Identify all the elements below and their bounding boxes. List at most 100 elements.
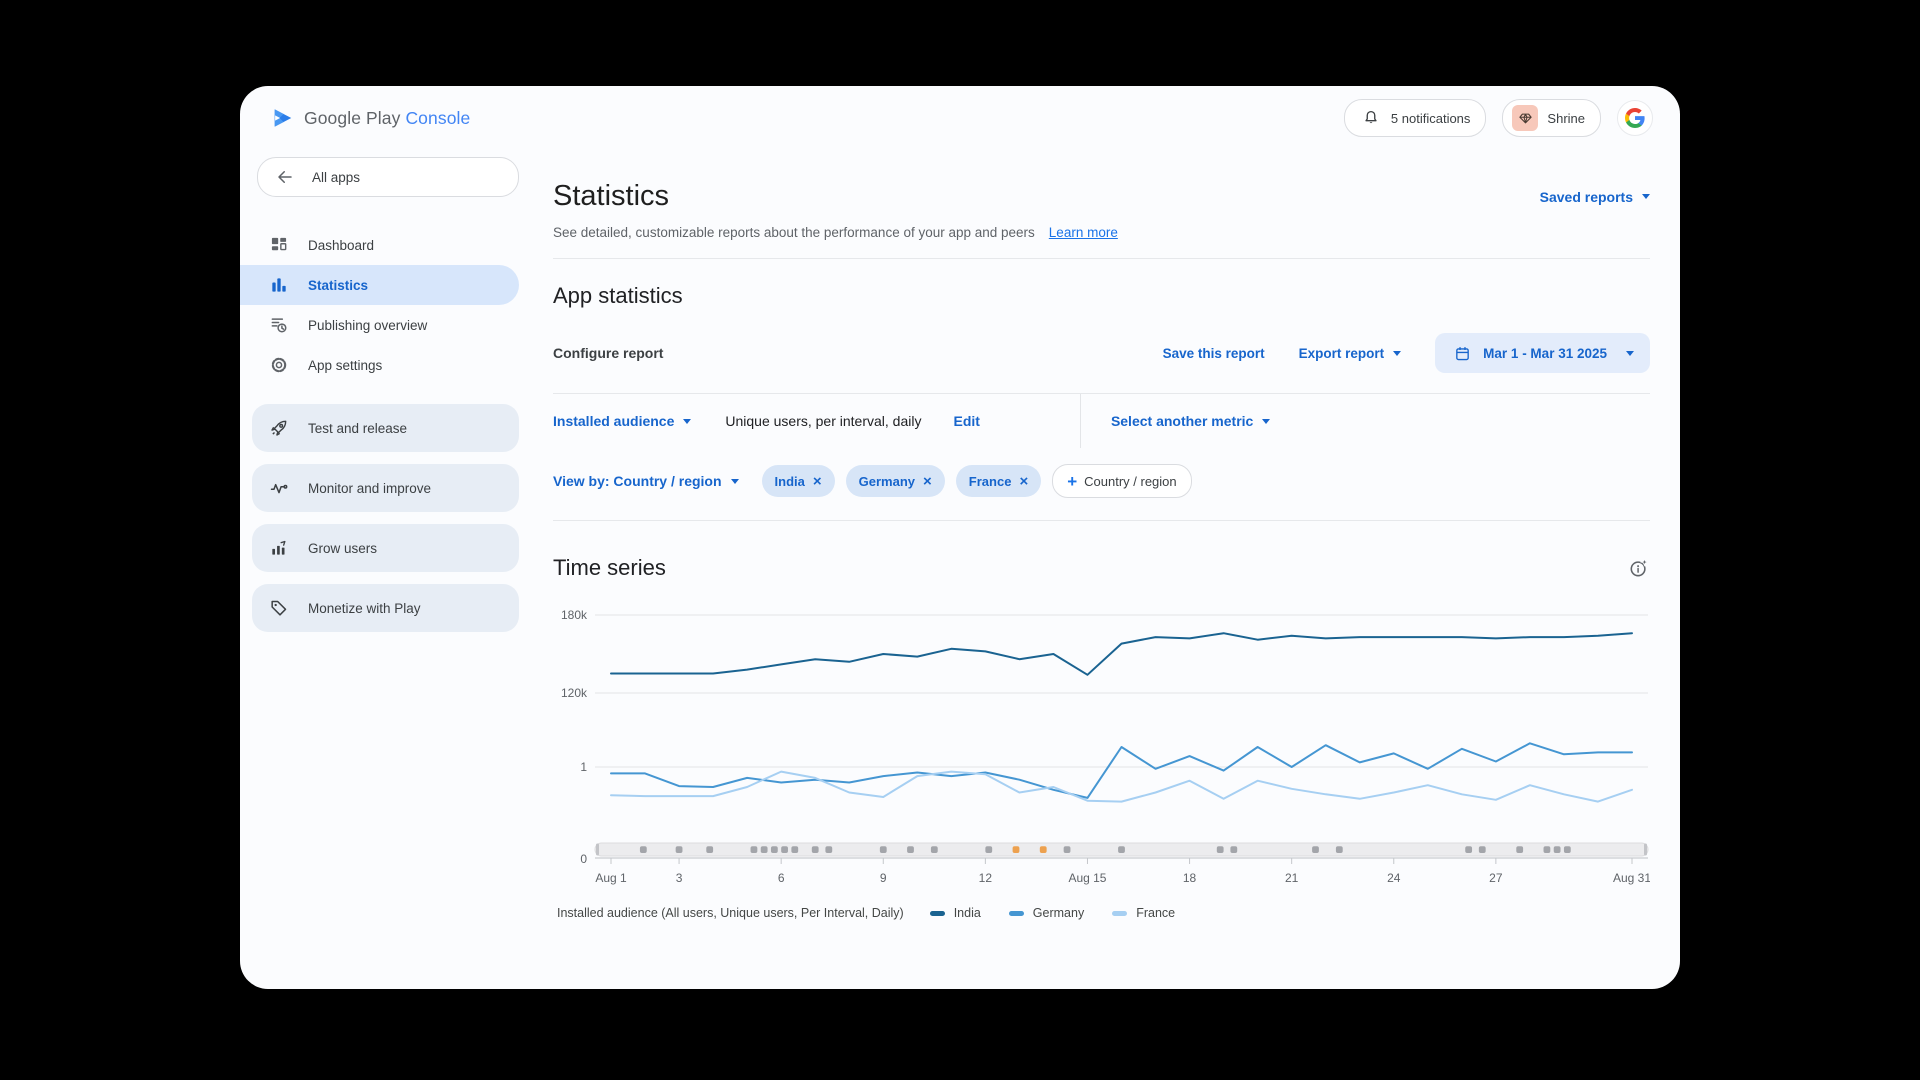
release-marker[interactable] xyxy=(781,846,788,853)
release-marker[interactable] xyxy=(750,846,758,853)
release-marker[interactable] xyxy=(1563,846,1571,853)
close-icon[interactable]: × xyxy=(923,472,932,490)
y-axis-label: 0 xyxy=(580,852,587,866)
y-axis-label: 180k xyxy=(561,608,588,622)
release-marker-highlight[interactable] xyxy=(1039,846,1047,853)
release-marker[interactable] xyxy=(1216,846,1224,853)
filter-chip-india[interactable]: India × xyxy=(761,465,835,497)
learn-more-link[interactable]: Learn more xyxy=(1048,225,1118,240)
play-triangle-icon xyxy=(272,107,294,129)
x-axis-label: 6 xyxy=(778,871,785,885)
x-axis-label: Aug 31 xyxy=(1613,871,1650,885)
sidebar-item-label: App settings xyxy=(308,357,383,373)
release-marker[interactable] xyxy=(1335,846,1343,853)
google-account-avatar[interactable] xyxy=(1617,100,1653,136)
shrine-app-icon xyxy=(1512,105,1539,131)
release-marker[interactable] xyxy=(879,846,887,853)
sidebar-item-statistics[interactable]: Statistics xyxy=(240,265,519,305)
chip-label: France xyxy=(968,473,1012,489)
sidebar-item-publishing-overview[interactable]: Publishing overview xyxy=(240,305,528,345)
account-app-button[interactable]: Shrine xyxy=(1502,99,1601,137)
release-marker[interactable] xyxy=(907,846,914,853)
google-play-console-logo[interactable]: Google Play Console xyxy=(272,107,470,129)
add-country-region-chip[interactable]: + Country / region xyxy=(1052,464,1192,498)
release-marker[interactable] xyxy=(825,846,833,853)
date-range-picker[interactable]: Mar 1 - Mar 31 2025 xyxy=(1435,333,1650,373)
release-marker[interactable] xyxy=(1516,846,1524,853)
all-apps-back-button[interactable]: All apps xyxy=(257,157,519,197)
play-console-window: Google Play Console 5 notifications xyxy=(240,86,1680,989)
scrubber-handle-right[interactable] xyxy=(1644,843,1647,856)
sidebar-item-dashboard[interactable]: Dashboard xyxy=(240,225,528,265)
release-marker[interactable] xyxy=(706,846,714,853)
sidebar-item-grow-users[interactable]: Grow users xyxy=(252,524,519,572)
y-axis-label: 1 xyxy=(580,760,587,774)
x-axis-label: 3 xyxy=(676,871,683,885)
release-marker[interactable] xyxy=(811,846,819,853)
sidebar-groups: Test and release Monitor and improve xyxy=(240,404,528,632)
view-by-label: View by: Country / region xyxy=(553,473,722,489)
brand-console: Console xyxy=(405,107,471,128)
configure-report-label: Configure report xyxy=(553,345,664,361)
edit-metric-button[interactable]: Edit xyxy=(953,413,980,429)
chevron-down-icon xyxy=(683,418,692,424)
page-title: Statistics xyxy=(553,180,670,212)
dashboard-icon xyxy=(268,234,290,256)
sidebar: All apps Dashboard xyxy=(240,150,528,989)
view-by-dropdown[interactable]: View by: Country / region xyxy=(553,473,739,489)
release-marker[interactable] xyxy=(1543,846,1551,853)
release-marker[interactable] xyxy=(1063,846,1071,853)
plus-icon: + xyxy=(1067,471,1078,491)
saved-reports-label: Saved reports xyxy=(1539,188,1633,205)
select-another-metric-dropdown[interactable]: Select another metric xyxy=(1110,413,1271,429)
filter-chip-germany[interactable]: Germany × xyxy=(845,465,945,497)
select-another-metric-label: Select another metric xyxy=(1110,413,1254,429)
release-marker[interactable] xyxy=(1230,846,1238,853)
release-marker[interactable] xyxy=(930,846,938,853)
release-marker[interactable] xyxy=(1465,846,1473,853)
release-marker[interactable] xyxy=(1478,846,1486,853)
sidebar-item-monetize-with-play[interactable]: Monetize with Play xyxy=(252,584,519,632)
vertical-divider xyxy=(1079,394,1081,448)
sidebar-item-monitor-and-improve[interactable]: Monitor and improve xyxy=(252,464,519,512)
close-icon[interactable]: × xyxy=(812,472,822,490)
statistics-icon xyxy=(268,274,290,296)
notifications-button[interactable]: 5 notifications xyxy=(1343,99,1487,137)
release-marker[interactable] xyxy=(675,846,683,853)
x-axis-label: 24 xyxy=(1387,871,1401,885)
release-marker[interactable] xyxy=(1118,846,1125,853)
release-marker[interactable] xyxy=(770,846,778,853)
x-axis-label: 27 xyxy=(1489,871,1503,885)
chevron-down-icon xyxy=(1642,194,1650,199)
pulse-icon xyxy=(268,477,290,499)
sidebar-item-label: Grow users xyxy=(308,540,378,556)
release-marker[interactable] xyxy=(760,846,768,853)
chip-label: Germany xyxy=(858,473,916,489)
release-marker[interactable] xyxy=(791,846,799,853)
close-icon[interactable]: × xyxy=(1019,472,1029,490)
release-marker-highlight[interactable] xyxy=(1012,846,1020,853)
export-report-dropdown[interactable]: Export report xyxy=(1299,346,1402,361)
calendar-icon xyxy=(1451,342,1473,364)
sidebar-item-app-settings[interactable]: App settings xyxy=(240,345,528,385)
account-app-label: Shrine xyxy=(1547,110,1585,126)
release-marker[interactable] xyxy=(985,846,993,853)
sidebar-item-label: Statistics xyxy=(308,277,369,293)
gear-icon xyxy=(268,354,290,376)
release-marker[interactable] xyxy=(1312,846,1319,853)
release-marker[interactable] xyxy=(639,846,647,853)
series-line-india xyxy=(610,632,1633,676)
metric-dropdown[interactable]: Installed audience xyxy=(553,413,692,429)
x-axis-label: 9 xyxy=(880,871,887,885)
filter-chip-france[interactable]: France × xyxy=(955,465,1042,497)
date-range-label: Mar 1 - Mar 31 2025 xyxy=(1483,345,1607,361)
divider xyxy=(553,520,1650,521)
insights-info-icon[interactable] xyxy=(1628,557,1650,579)
saved-reports-dropdown[interactable]: Saved reports xyxy=(1540,189,1650,205)
scrubber-handle-left[interactable] xyxy=(596,843,599,856)
sidebar-item-label: Test and release xyxy=(308,420,408,436)
x-axis-label: Aug 1 xyxy=(595,871,627,885)
sidebar-item-test-and-release[interactable]: Test and release xyxy=(252,404,519,452)
release-marker[interactable] xyxy=(1553,846,1561,853)
save-this-report-button[interactable]: Save this report xyxy=(1162,345,1265,361)
